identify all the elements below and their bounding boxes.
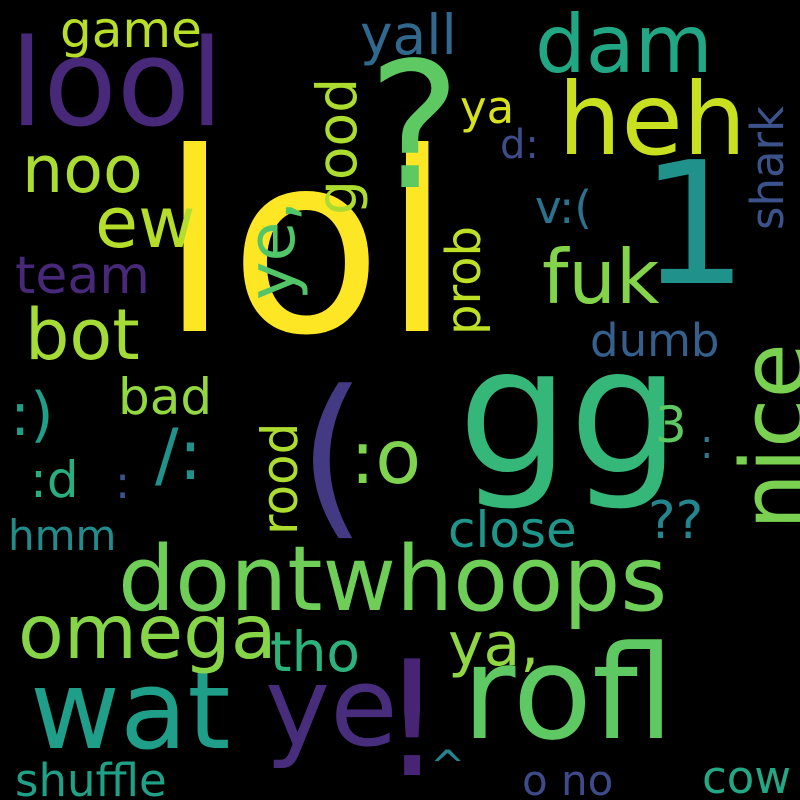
- word-colon-b: :: [115, 456, 131, 509]
- word-colon-o: :o: [350, 413, 422, 501]
- word-game: game: [60, 1, 202, 59]
- word-slash-colon: /:: [155, 414, 203, 496]
- word-cow: cow: [702, 751, 792, 800]
- word-team: team: [15, 246, 150, 306]
- word-rofl: rofl: [462, 617, 675, 769]
- word-gg: gg: [458, 311, 681, 514]
- word-heh: heh: [558, 61, 747, 178]
- word-lol: lol: [160, 99, 452, 390]
- word-close: close: [448, 501, 577, 559]
- word-noo: noo: [22, 133, 143, 208]
- word-open-paren: (: [298, 354, 367, 557]
- word-caret: ^: [430, 741, 466, 790]
- word-good: good: [305, 77, 369, 215]
- word-d-colon: d:: [500, 122, 539, 168]
- word-yall: yall: [360, 3, 457, 67]
- word-wat: wat: [30, 646, 231, 774]
- word-dumb: dumb: [590, 314, 720, 367]
- word-3: 3: [655, 396, 687, 454]
- word-double-question: ??: [648, 491, 704, 551]
- word-ye-comma: ye,: [235, 200, 310, 300]
- word-shuffle: shuffle: [15, 754, 167, 800]
- word-ya: ya: [460, 81, 515, 134]
- word-smile: :): [10, 380, 54, 450]
- word-hmm: hmm: [8, 511, 117, 560]
- word-v-sad: v:(: [535, 181, 592, 234]
- word-bad: bad: [118, 368, 213, 426]
- word-rood: rood: [251, 422, 309, 535]
- word-fuk: fuk: [542, 233, 660, 321]
- word-o-no: o no: [522, 756, 614, 800]
- word-lool: lool: [10, 15, 224, 154]
- word-ew: ew: [95, 182, 196, 264]
- word-1: 1: [640, 126, 749, 324]
- word-nice: nice: [722, 343, 800, 530]
- word-shark: shark: [741, 105, 794, 230]
- word-omega: omega: [18, 588, 277, 676]
- word-bot: bot: [25, 294, 140, 376]
- word-dontwhoops: dontwhoops: [118, 527, 668, 632]
- word-ye: ye: [265, 643, 398, 771]
- word-tho: tho: [270, 620, 361, 684]
- word-dam: dam: [535, 0, 713, 91]
- word-prob: prob: [436, 226, 492, 335]
- word-exclamation: !: [380, 626, 445, 800]
- word-question-mark: ?: [368, 26, 461, 229]
- word-colon-a: :: [700, 422, 714, 468]
- word-ya-comma: ya,: [448, 610, 540, 680]
- word-colon-d: :d: [30, 451, 79, 509]
